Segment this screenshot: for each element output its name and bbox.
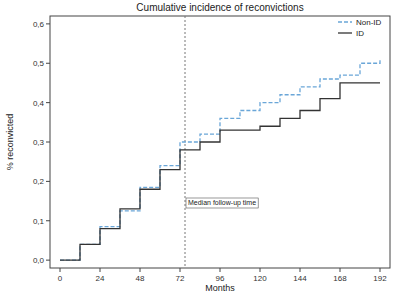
y-axis-label: % reconvicted (5, 114, 15, 171)
x-tick-label: 72 (176, 274, 185, 283)
annotation-box (186, 198, 258, 208)
y-tick (46, 102, 50, 103)
plot-area (60, 16, 380, 268)
annotation-text: Median follow-up time (188, 199, 256, 207)
legend-label: ID (356, 29, 364, 38)
legend: Non-ID ID (338, 18, 382, 38)
x-tick-label: 144 (293, 274, 307, 283)
x-tick (100, 268, 101, 272)
y-tick-label: 0,4 (33, 99, 45, 108)
x-tick-label: 0 (58, 274, 63, 283)
y-tick-label: 0,1 (33, 217, 45, 226)
x-tick-label: 120 (253, 274, 267, 283)
y-tick (46, 63, 50, 64)
x-tick-label: 24 (96, 274, 105, 283)
chart: Cumulative incidence of reconvictions 0,0… (0, 0, 400, 295)
series-line (60, 59, 380, 260)
y-tick (46, 23, 50, 24)
y-tick-label: 0,0 (33, 256, 45, 265)
plot-frame (50, 16, 390, 268)
x-tick (220, 268, 221, 272)
y-tick (46, 181, 50, 182)
legend-swatch (338, 21, 352, 22)
x-tick-label: 168 (333, 274, 347, 283)
y-tick (46, 260, 50, 261)
x-tick (260, 268, 261, 272)
x-tick-label: 96 (216, 274, 225, 283)
x-tick (60, 268, 61, 272)
title: Cumulative incidence of reconvictions (136, 2, 303, 13)
y-tick-label: 0,6 (33, 20, 45, 29)
x-tick-label: 48 (136, 274, 145, 283)
y-tick (46, 220, 50, 221)
x-tick (340, 268, 341, 272)
series-line (60, 83, 380, 260)
y-tick-label: 0,3 (33, 138, 45, 147)
x-tick (300, 268, 301, 272)
x-tick (180, 268, 181, 272)
y-tick-label: 0,5 (33, 59, 45, 68)
legend-label: Non-ID (356, 18, 382, 27)
y-tick (46, 142, 50, 143)
x-tick (140, 268, 141, 272)
x-axis-label: Months (205, 283, 235, 293)
y-tick-label: 0,2 (33, 177, 45, 186)
x-tick (380, 268, 381, 272)
legend-swatch (338, 32, 352, 33)
x-tick-label: 192 (373, 274, 387, 283)
